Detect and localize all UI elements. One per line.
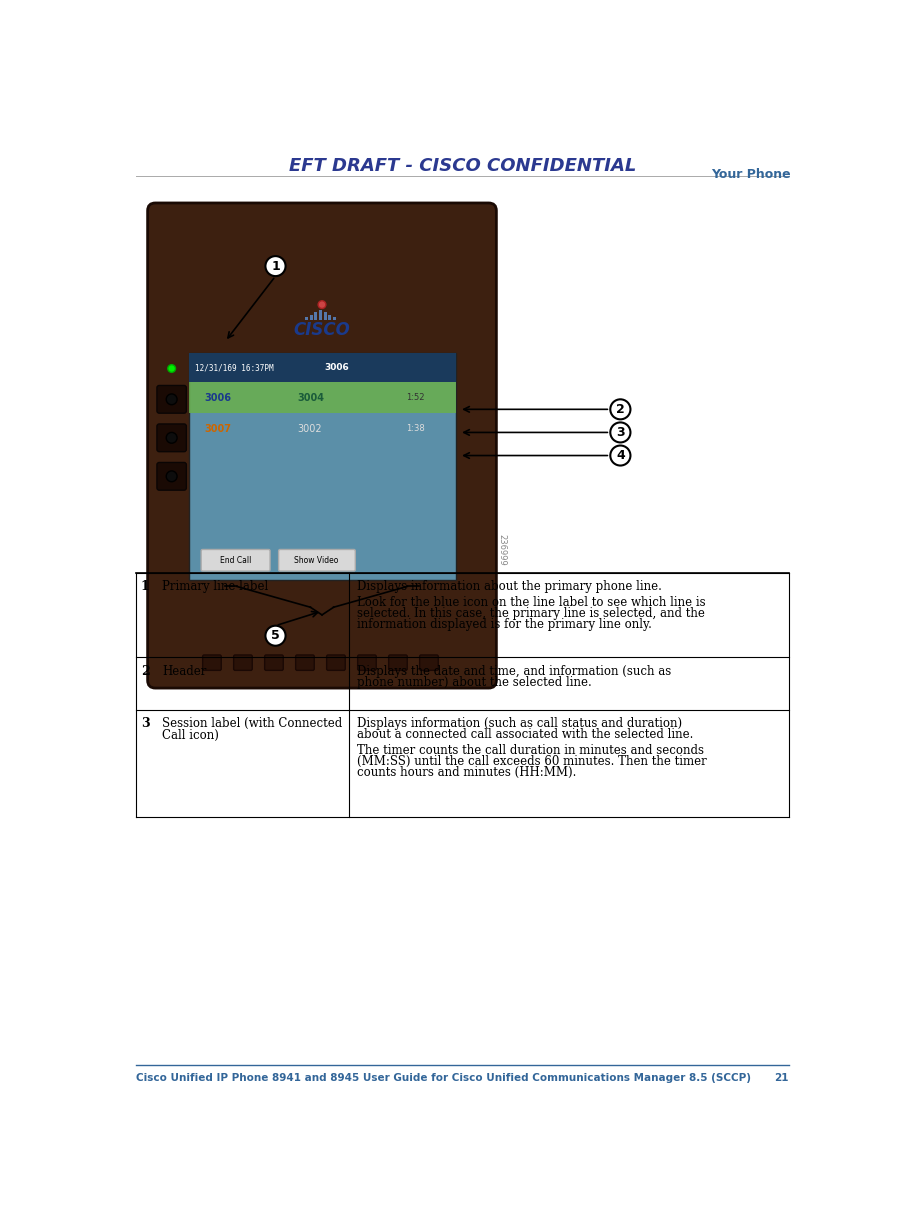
FancyBboxPatch shape	[264, 656, 283, 670]
Bar	[189, 353, 456, 383]
Text: Displays information about the primary phone line.: Displays information about the primary p…	[357, 580, 662, 593]
Circle shape	[166, 433, 177, 443]
FancyBboxPatch shape	[358, 656, 376, 670]
Text: Header: Header	[162, 665, 207, 678]
Text: 3006: 3006	[204, 393, 231, 402]
Text: Show Video: Show Video	[294, 555, 339, 565]
Bar	[319, 309, 322, 320]
Circle shape	[611, 400, 630, 419]
Text: Look for the blue icon on the line label to see which line is: Look for the blue icon on the line label…	[357, 597, 705, 609]
Bar	[333, 317, 336, 320]
FancyBboxPatch shape	[148, 203, 496, 689]
Text: Session label (with Connected: Session label (with Connected	[162, 718, 343, 730]
FancyBboxPatch shape	[327, 656, 345, 670]
Bar	[305, 317, 308, 320]
FancyBboxPatch shape	[234, 656, 253, 670]
Text: 1:52: 1:52	[406, 394, 424, 402]
Bar	[324, 312, 327, 320]
Circle shape	[265, 626, 286, 646]
Text: Your Phone: Your Phone	[712, 168, 791, 181]
Text: 236999: 236999	[497, 533, 506, 565]
Text: End Call: End Call	[219, 555, 251, 565]
Bar	[328, 314, 331, 320]
Text: 3004: 3004	[297, 393, 324, 402]
Text: Displays information (such as call status and duration): Displays information (such as call statu…	[357, 718, 682, 730]
Text: 5: 5	[272, 629, 280, 642]
Text: (MM:SS) until the call exceeds 60 minutes. Then the timer: (MM:SS) until the call exceeds 60 minute…	[357, 755, 706, 768]
Text: CISCO: CISCO	[294, 320, 350, 339]
FancyBboxPatch shape	[157, 462, 187, 490]
FancyBboxPatch shape	[203, 656, 221, 670]
Text: 21: 21	[774, 1073, 788, 1084]
Text: Cisco Unified IP Phone 8941 and 8945 User Guide for Cisco Unified Communications: Cisco Unified IP Phone 8941 and 8945 Use…	[136, 1073, 751, 1084]
Bar	[309, 314, 313, 320]
FancyBboxPatch shape	[296, 656, 314, 670]
Bar	[314, 312, 318, 320]
Circle shape	[166, 394, 177, 405]
Text: The timer counts the call duration in minutes and seconds: The timer counts the call duration in mi…	[357, 745, 704, 757]
Circle shape	[611, 422, 630, 443]
Text: 2: 2	[141, 665, 150, 678]
Circle shape	[168, 364, 176, 372]
Text: 12/31/169 16:37PM: 12/31/169 16:37PM	[195, 363, 273, 372]
Bar	[189, 353, 456, 580]
Text: EFT DRAFT - CISCO CONFIDENTIAL: EFT DRAFT - CISCO CONFIDENTIAL	[289, 157, 636, 175]
FancyBboxPatch shape	[279, 549, 355, 571]
Text: 1: 1	[272, 259, 280, 273]
Text: 3002: 3002	[297, 423, 322, 434]
Text: selected. In this case, the primary line is selected, and the: selected. In this case, the primary line…	[357, 608, 704, 620]
Text: Call icon): Call icon)	[162, 729, 219, 742]
Text: 1:38: 1:38	[406, 424, 425, 433]
Text: 4: 4	[616, 449, 625, 462]
Text: Primary line label: Primary line label	[162, 580, 269, 593]
Text: Displays the date and time, and information (such as: Displays the date and time, and informat…	[357, 665, 671, 678]
Text: 3: 3	[141, 718, 149, 730]
Text: 3: 3	[616, 426, 625, 439]
Text: information displayed is for the primary line only.: information displayed is for the primary…	[357, 618, 652, 631]
Circle shape	[611, 445, 630, 466]
Circle shape	[318, 301, 326, 308]
Text: 3006: 3006	[325, 363, 349, 372]
FancyBboxPatch shape	[389, 656, 407, 670]
Bar	[189, 383, 456, 413]
Text: counts hours and minutes (HH:MM).: counts hours and minutes (HH:MM).	[357, 766, 576, 779]
Text: 1: 1	[141, 580, 150, 593]
FancyBboxPatch shape	[419, 656, 438, 670]
Circle shape	[166, 471, 177, 482]
Circle shape	[265, 256, 286, 276]
FancyBboxPatch shape	[157, 424, 187, 451]
FancyBboxPatch shape	[201, 549, 270, 571]
Text: about a connected call associated with the selected line.: about a connected call associated with t…	[357, 728, 694, 741]
Text: phone number) about the selected line.: phone number) about the selected line.	[357, 676, 592, 689]
Text: 3007: 3007	[204, 423, 231, 434]
FancyBboxPatch shape	[157, 385, 187, 413]
Text: 2: 2	[616, 402, 625, 416]
